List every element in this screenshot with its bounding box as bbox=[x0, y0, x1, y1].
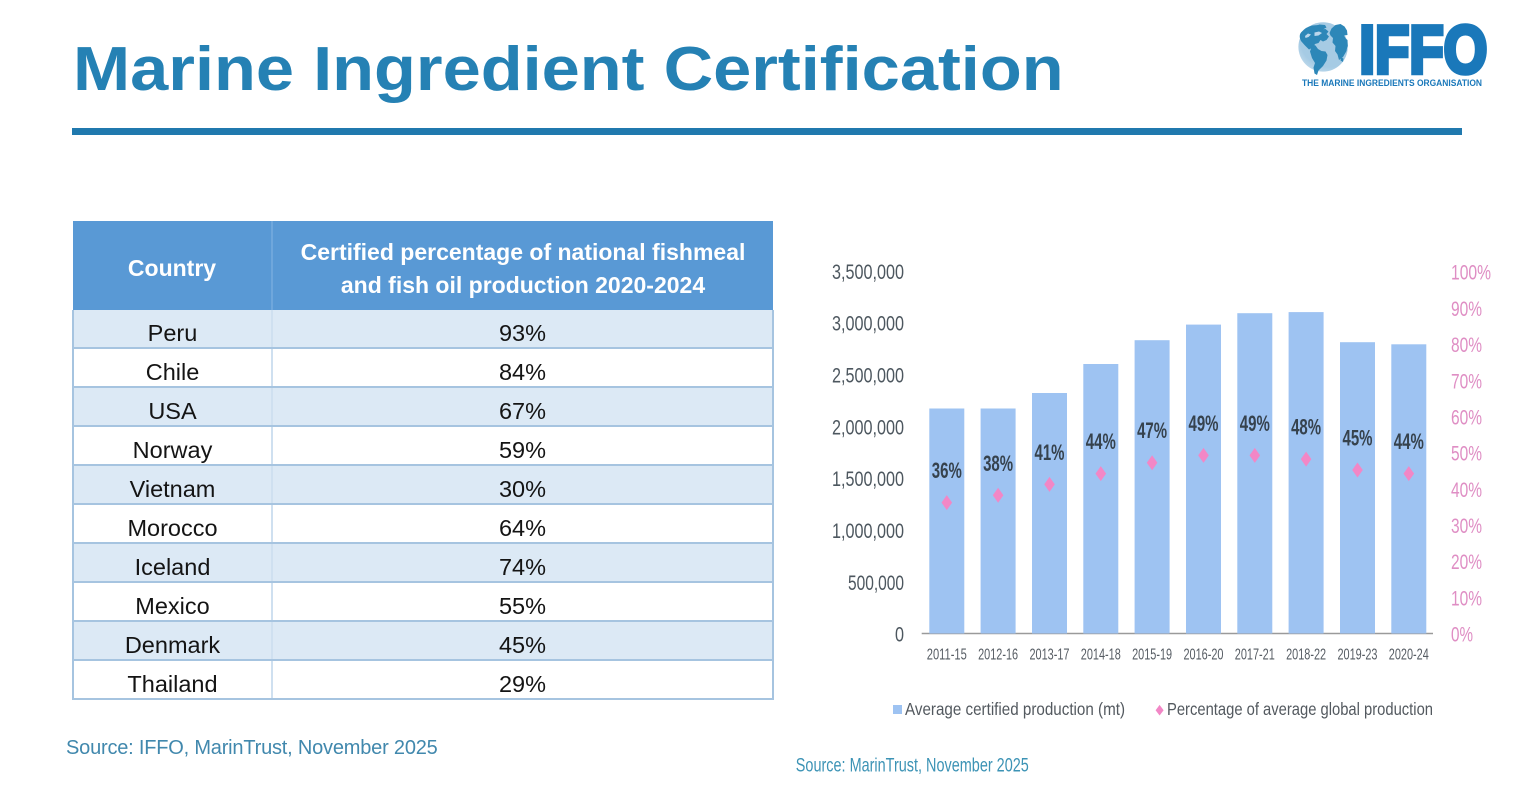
svg-text:90%: 90% bbox=[1451, 298, 1482, 321]
svg-text:49%: 49% bbox=[1240, 411, 1270, 436]
svg-text:2012-16: 2012-16 bbox=[978, 646, 1018, 663]
svg-text:45%: 45% bbox=[1343, 426, 1373, 451]
svg-text:2019-23: 2019-23 bbox=[1338, 646, 1378, 663]
svg-text:80%: 80% bbox=[1451, 334, 1482, 357]
svg-text:2013-17: 2013-17 bbox=[1030, 646, 1070, 663]
svg-text:2015-19: 2015-19 bbox=[1132, 646, 1172, 663]
svg-text:47%: 47% bbox=[1137, 418, 1167, 443]
svg-text:Average certified production (: Average certified production (mt) bbox=[905, 699, 1125, 719]
svg-text:500,000: 500,000 bbox=[848, 572, 904, 595]
svg-text:48%: 48% bbox=[1291, 415, 1321, 440]
svg-text:70%: 70% bbox=[1451, 370, 1482, 393]
svg-text:2018-22: 2018-22 bbox=[1286, 646, 1326, 663]
svg-text:3,500,000: 3,500,000 bbox=[832, 261, 904, 284]
svg-text:100%: 100% bbox=[1451, 262, 1491, 285]
svg-text:0%: 0% bbox=[1451, 624, 1473, 647]
svg-text:50%: 50% bbox=[1451, 443, 1482, 466]
svg-text:2016-20: 2016-20 bbox=[1184, 646, 1224, 663]
svg-text:41%: 41% bbox=[1035, 440, 1065, 465]
svg-text:1,500,000: 1,500,000 bbox=[832, 468, 904, 491]
svg-text:30%: 30% bbox=[1451, 515, 1482, 538]
svg-text:2014-18: 2014-18 bbox=[1081, 646, 1121, 663]
svg-text:1,000,000: 1,000,000 bbox=[832, 520, 904, 543]
svg-text:2017-21: 2017-21 bbox=[1235, 646, 1275, 663]
svg-text:49%: 49% bbox=[1189, 411, 1219, 436]
svg-text:Source: MarinTrust, November 2: Source: MarinTrust, November 2025 bbox=[796, 755, 1029, 777]
svg-text:20%: 20% bbox=[1451, 551, 1482, 574]
svg-text:40%: 40% bbox=[1451, 479, 1482, 502]
svg-text:10%: 10% bbox=[1451, 587, 1482, 610]
svg-text:THE MARINE INGREDIENTS ORGANIS: THE MARINE INGREDIENTS ORGANISATION bbox=[1302, 78, 1482, 89]
svg-text:2020-24: 2020-24 bbox=[1389, 646, 1429, 663]
svg-text:2011-15: 2011-15 bbox=[927, 646, 967, 663]
svg-text:44%: 44% bbox=[1086, 429, 1116, 454]
svg-text:3,000,000: 3,000,000 bbox=[832, 313, 904, 336]
svg-text:60%: 60% bbox=[1451, 407, 1482, 430]
svg-text:IFFO: IFFO bbox=[1359, 14, 1487, 88]
svg-text:2,000,000: 2,000,000 bbox=[832, 416, 904, 439]
svg-text:38%: 38% bbox=[983, 451, 1013, 476]
svg-text:36%: 36% bbox=[932, 458, 962, 483]
svg-text:2,500,000: 2,500,000 bbox=[832, 365, 904, 388]
svg-text:44%: 44% bbox=[1394, 429, 1424, 454]
svg-text:0: 0 bbox=[895, 624, 904, 647]
svg-text:Percentage of average global p: Percentage of average global production bbox=[1167, 699, 1433, 719]
